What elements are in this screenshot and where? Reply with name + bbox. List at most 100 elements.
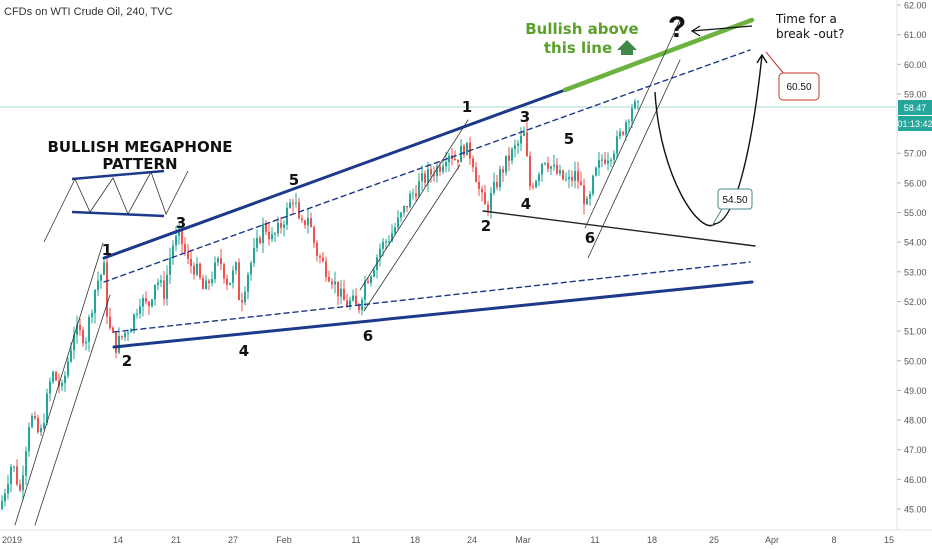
candle-body: [382, 241, 384, 249]
upper-dashed-channel[interactable]: [103, 49, 751, 283]
candle-body: [529, 155, 531, 187]
impulse-channel-2-lower[interactable]: [363, 164, 461, 312]
candle-body: [478, 182, 480, 189]
candle-body: [346, 300, 348, 308]
candle-body: [337, 281, 339, 297]
y-tick-label: 60.00: [904, 60, 927, 70]
time-axis[interactable]: 2019 14 21 27 Feb 11 18 24 Mar 11 18 25 Apr 8 15: [2, 535, 894, 545]
candle-body: [550, 166, 552, 169]
price-axis[interactable]: 62.0061.0060.0059.0058.0057.0056.0055.00…: [897, 1, 927, 515]
wave-label: 3: [520, 108, 530, 126]
target-low-label: 54.50: [722, 195, 747, 206]
candle-body: [169, 257, 171, 275]
chart-title: CFDs on WTI Crude Oil, 240, TVC: [4, 6, 173, 18]
candle-body: [625, 122, 627, 135]
wave-label: 5: [564, 130, 574, 148]
candle-body: [136, 313, 138, 315]
candle-body: [448, 155, 450, 163]
candle-body: [76, 324, 78, 335]
candle-body: [250, 263, 252, 275]
candle-body: [55, 371, 57, 381]
x-tick-label: 18: [410, 535, 420, 545]
candle-body: [127, 332, 129, 334]
wave-label-group: 1 2 3 4 5 6 1 2 3 4 5 6: [102, 98, 595, 370]
candle-body: [187, 252, 189, 259]
candle-body: [274, 233, 276, 235]
candle-body: [211, 279, 213, 284]
candle-body: [268, 231, 270, 240]
impulse-channel-1-lower[interactable]: [34, 294, 111, 526]
candle-body: [226, 278, 228, 285]
y-tick-label: 53.00: [904, 267, 927, 277]
candle-body: [112, 327, 114, 333]
candle-body: [46, 393, 48, 423]
candle-body: [22, 475, 24, 491]
candle-body: [148, 301, 150, 306]
candle-body: [574, 170, 576, 181]
impulse-channel-1-upper[interactable]: [14, 242, 104, 526]
x-tick-label: 21: [171, 535, 181, 545]
x-tick-label: 11: [351, 535, 360, 545]
y-tick-label: 47.00: [904, 445, 927, 455]
target-high-label: 60.50: [786, 82, 811, 93]
bullish-breakout-line[interactable]: [562, 17, 755, 93]
candle-body: [499, 169, 501, 188]
lower-dashed-channel[interactable]: [113, 261, 751, 333]
candle-body: [130, 329, 132, 333]
candle-body: [493, 181, 495, 193]
candle-body: [463, 145, 465, 156]
candle-body: [295, 202, 297, 204]
candle-body: [388, 241, 390, 243]
candle-body: [430, 169, 432, 175]
support-line[interactable]: [482, 210, 756, 247]
candle-body: [151, 299, 153, 306]
candle-body: [481, 188, 483, 193]
candle-body: [526, 132, 528, 156]
candle-body: [502, 169, 504, 173]
candle-body: [472, 158, 474, 168]
candle-body: [85, 341, 87, 344]
candle-body: [487, 204, 489, 211]
impulse-channel-3-upper[interactable]: [584, 19, 681, 229]
y-tick-label: 62.00: [904, 1, 927, 11]
candle-body: [475, 167, 477, 183]
megaphone-diagram: BULLISH MEGAPHONE PATTERN: [43, 138, 233, 243]
y-tick-label: 59.00: [904, 89, 927, 99]
candle-body: [145, 297, 147, 302]
candle-body: [217, 258, 219, 263]
candle-body: [184, 243, 186, 253]
impulse-channel-3-lower[interactable]: [587, 59, 681, 259]
wave-label: 1: [462, 98, 472, 116]
candle-body: [385, 241, 387, 243]
candle-body: [196, 263, 198, 275]
candle-body: [577, 170, 579, 182]
candle-body: [373, 269, 375, 277]
candle-body: [328, 277, 330, 282]
candle-body: [61, 382, 63, 387]
candle-body: [301, 218, 303, 221]
target-high-box: [778, 72, 820, 101]
target-low-callout[interactable]: 54.50: [711, 188, 753, 227]
candle-body: [439, 166, 441, 172]
candle-body: [262, 223, 264, 243]
candle-body: [571, 177, 573, 181]
candle-body: [259, 237, 261, 243]
impulse-channel-2-upper[interactable]: [359, 119, 469, 291]
upper-trendline[interactable]: [102, 88, 567, 260]
lower-trendline[interactable]: [112, 280, 754, 349]
bullish-note-line1: Bullish above: [525, 20, 638, 38]
candle-body: [319, 256, 321, 258]
candle-body: [556, 164, 558, 174]
candle-body: [619, 131, 621, 137]
candle-body: [610, 159, 612, 161]
trendline-group: [14, 17, 768, 526]
candle-body: [322, 257, 324, 262]
candle-body: [361, 299, 363, 311]
target-high-callout[interactable]: 60.50: [765, 51, 820, 101]
candle-body: [484, 192, 486, 205]
candle-body: [400, 212, 402, 218]
candle-body: [496, 181, 498, 188]
megaphone-title: BULLISH MEGAPHONE: [47, 138, 232, 156]
candle-body: [154, 284, 156, 300]
